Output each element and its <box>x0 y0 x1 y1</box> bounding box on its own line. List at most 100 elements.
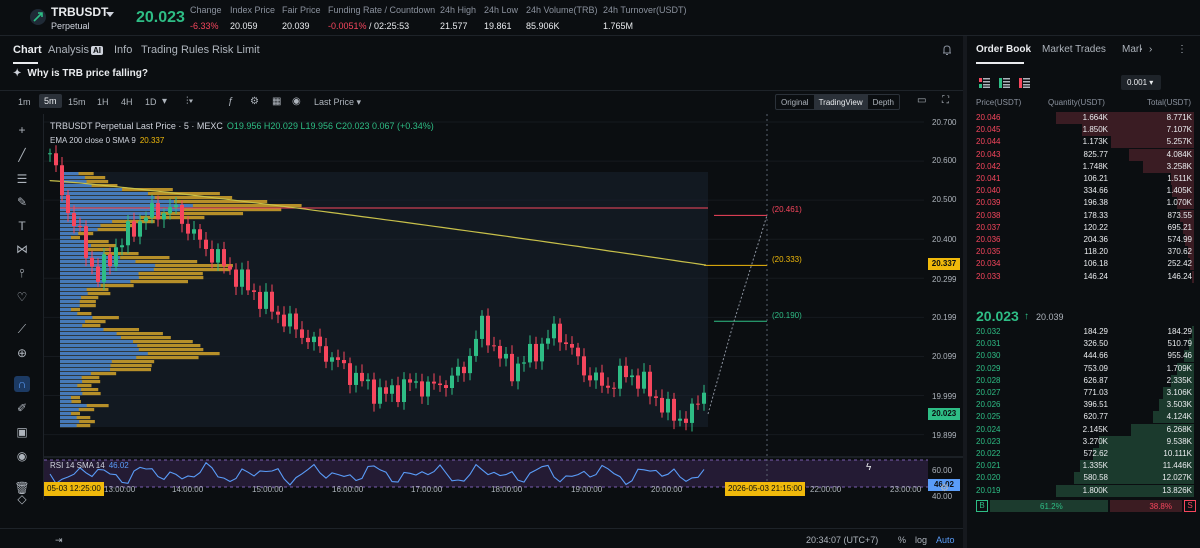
lightning-icon[interactable]: ϟ <box>866 462 872 473</box>
symbol-dropdown-chevron-icon[interactable] <box>106 12 114 17</box>
book-both-icon[interactable] <box>979 78 990 88</box>
volume-profile-bar-inner <box>60 336 121 340</box>
ask-row[interactable]: 20.042 1.748K 3.258K <box>967 160 1200 173</box>
eye-icon[interactable]: ◉ <box>16 449 28 463</box>
book-asks-icon[interactable] <box>1019 78 1030 88</box>
tab-chart[interactable]: Chart <box>13 44 42 56</box>
object-tree-icon[interactable]: ◇ <box>17 492 27 506</box>
chart-settings-icon[interactable]: ⚙ <box>250 96 259 107</box>
view-original[interactable]: Original <box>781 98 809 107</box>
tab-trading-rules[interactable]: Trading Rules <box>141 44 210 56</box>
stat-index-price: Index Price 20.059 <box>230 5 275 31</box>
camera-icon[interactable]: ◉ <box>292 96 301 107</box>
trend-line-icon[interactable]: ╱ <box>18 148 26 162</box>
ask-row[interactable]: 20.040 334.66 1.405K <box>967 185 1200 198</box>
bid-row[interactable]: 20.030 444.66 955.46 <box>967 350 1200 363</box>
forecast-icon[interactable]: ⫯ <box>19 266 25 280</box>
ask-row[interactable]: 20.041 106.21 1.511K <box>967 173 1200 185</box>
chart-gear-icon[interactable]: ⚙ <box>940 483 949 494</box>
why-price-falling-link[interactable]: ✦ Why is TRB price falling? <box>13 68 148 79</box>
tab-mark[interactable]: Mark <box>1122 44 1142 55</box>
view-tradingview[interactable]: TradingView <box>813 95 868 109</box>
bid-row[interactable]: 20.027 771.03 3.106K <box>967 387 1200 399</box>
percent-toggle[interactable]: % <box>898 535 907 545</box>
fib-lines-icon[interactable]: ☰ <box>16 172 28 186</box>
ask-row[interactable]: 20.036 204.36 574.99 <box>967 234 1200 246</box>
bid-row[interactable]: 20.032 184.29 184.29 <box>967 326 1200 338</box>
bid-row[interactable]: 20.019 1.800K 13.826K <box>967 484 1200 497</box>
total-cell: 3.106K <box>1166 388 1192 397</box>
bid-row[interactable]: 20.022 572.62 10.111K <box>967 448 1200 460</box>
ask-row[interactable]: 20.038 178.33 873.55 <box>967 209 1200 222</box>
ask-row[interactable]: 20.046 1.664K 8.771K <box>967 112 1200 124</box>
ask-row[interactable]: 20.035 118.20 370.62 <box>967 246 1200 259</box>
sell-letter: S <box>1184 500 1196 512</box>
timeframe-1m[interactable]: 1m <box>18 97 31 107</box>
symbol-name[interactable]: TRBUSDT <box>51 5 109 19</box>
bid-row[interactable]: 20.025 620.77 4.124K <box>967 411 1200 424</box>
ask-row[interactable]: 20.044 1.173K 5.257K <box>967 136 1200 149</box>
volume-profile-bar-inner <box>60 208 182 212</box>
timeframe-1d[interactable]: 1D <box>145 97 157 107</box>
magnet-icon[interactable]: ∩ <box>14 376 30 392</box>
fullscreen-icon[interactable]: ⛶ <box>942 95 949 106</box>
indicators-icon[interactable]: ƒ <box>228 96 234 107</box>
timeframe-5m[interactable]: 5m <box>39 94 62 108</box>
price-chart-canvas[interactable] <box>44 114 963 498</box>
tab-analysis[interactable]: Analysis AI <box>48 44 103 56</box>
trash-icon[interactable]: 🗑 <box>14 481 30 495</box>
candle-type-icon[interactable]: ⫶▾ <box>186 96 194 107</box>
ask-row[interactable]: 20.037 120.22 695.21 <box>967 221 1200 234</box>
brush-icon[interactable]: ✎ <box>16 195 28 209</box>
timeframe-4h[interactable]: 4H <box>121 97 133 107</box>
bid-row[interactable]: 20.028 626.87 2.335K <box>967 374 1200 387</box>
crosshair-icon[interactable]: + <box>18 123 26 137</box>
ask-row[interactable]: 20.034 106.18 252.42 <box>967 258 1200 271</box>
price-cell: 20.037 <box>976 222 1001 232</box>
lock-drawing-icon[interactable]: ✐ <box>16 401 28 415</box>
layout-icon[interactable]: ▦ <box>272 96 282 107</box>
bid-row[interactable]: 20.029 753.09 1.709K <box>967 362 1200 375</box>
timeframe-1h[interactable]: 1H <box>97 97 109 107</box>
bid-row[interactable]: 20.023 3.270K 9.538K <box>967 435 1200 448</box>
bid-row[interactable]: 20.020 580.58 12.027K <box>967 472 1200 485</box>
bell-icon[interactable] <box>941 44 953 56</box>
bid-row[interactable]: 20.031 326.50 510.79 <box>967 338 1200 351</box>
price-chart[interactable] <box>44 114 963 498</box>
ask-row[interactable]: 20.039 196.38 1.070K <box>967 197 1200 210</box>
pattern-icon[interactable]: ⋈ <box>16 242 28 256</box>
price-type-select[interactable]: Last Price ▾ <box>314 97 362 107</box>
view-depth[interactable]: Depth <box>872 98 894 107</box>
zoom-in-icon[interactable]: ⊕ <box>16 346 28 360</box>
tab-risk-limit[interactable]: Risk Limit <box>212 44 260 56</box>
candle-body <box>144 217 148 222</box>
tab-order-book[interactable]: Order Book <box>976 44 1032 55</box>
ask-row[interactable]: 20.033 146.24 146.24 <box>967 270 1200 283</box>
log-toggle[interactable]: log <box>915 535 928 545</box>
export-icon[interactable]: ⇥ <box>55 535 63 545</box>
order-book-panel: Order Book Market Trades Mark › ⋮ 0.001 … <box>967 36 1200 548</box>
bid-row[interactable]: 20.026 396.51 3.503K <box>967 399 1200 412</box>
price-cell: 20.046 <box>976 113 1001 122</box>
ask-row[interactable]: 20.045 1.850K 7.107K <box>967 124 1200 137</box>
auto-toggle[interactable]: Auto <box>936 535 955 545</box>
volume-profile-bar-inner <box>60 384 78 388</box>
tab-info[interactable]: Info <box>114 44 133 56</box>
bid-row[interactable]: 20.024 2.145K 6.268K <box>967 423 1200 436</box>
precision-select[interactable]: 0.001 ▾ <box>1121 75 1161 90</box>
ruler-icon[interactable]: ⟋ <box>17 322 27 336</box>
lock-icon[interactable]: ▣ <box>16 425 28 439</box>
panel-divider[interactable] <box>963 36 967 548</box>
timeframe-dropdown-chevron-icon[interactable]: ▾ <box>162 96 168 107</box>
ask-row[interactable]: 20.043 825.77 4.084K <box>967 148 1200 161</box>
book-bids-icon[interactable] <box>999 78 1010 88</box>
more-options-icon[interactable]: ⋮ <box>1177 44 1187 55</box>
favorites-heart-icon[interactable]: ♡ <box>16 290 28 304</box>
depth-bar <box>1184 350 1194 363</box>
chart-panel-icon[interactable]: ▭ <box>917 95 927 106</box>
tab-market-trades[interactable]: Market Trades <box>1042 44 1106 55</box>
bid-row[interactable]: 20.021 1.335K 11.446K <box>967 460 1200 473</box>
timeframe-15m[interactable]: 15m <box>68 97 86 107</box>
tabs-scroll-right-icon[interactable]: › <box>1149 44 1153 55</box>
text-tool-icon[interactable]: T <box>18 219 26 233</box>
